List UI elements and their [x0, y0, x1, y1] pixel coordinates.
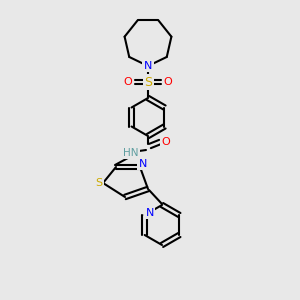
Text: O: O — [124, 77, 132, 87]
Text: O: O — [162, 137, 170, 147]
Text: S: S — [95, 178, 103, 188]
Text: HN: HN — [123, 148, 139, 158]
Text: O: O — [164, 77, 172, 87]
Text: N: N — [144, 61, 152, 71]
Text: N: N — [146, 208, 154, 218]
Text: S: S — [144, 76, 152, 88]
Text: N: N — [139, 159, 147, 169]
